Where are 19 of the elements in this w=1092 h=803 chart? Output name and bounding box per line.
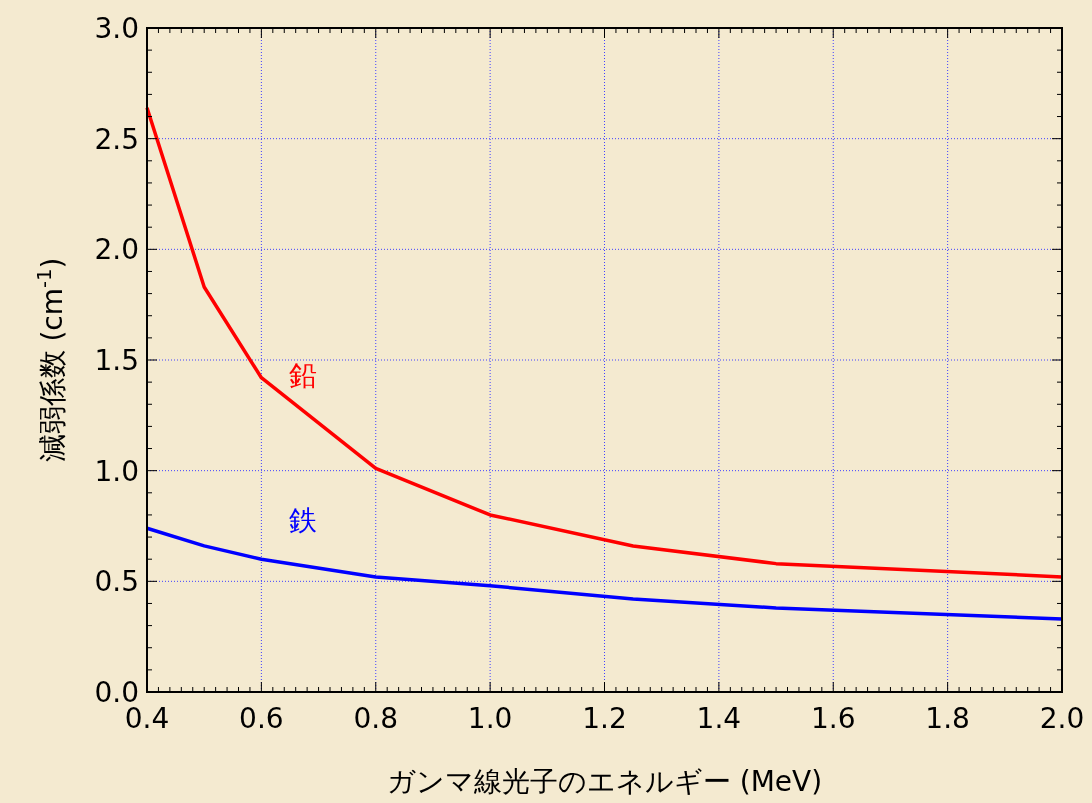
y-tick-label: 1.5	[94, 344, 139, 377]
series-label: 鉛	[288, 359, 317, 393]
x-tick-label: 1.6	[810, 702, 856, 735]
y-tick-label: 2.5	[94, 122, 139, 156]
y-tick-label: 1.0	[94, 454, 139, 488]
series-label: 鉄	[288, 504, 317, 538]
x-tick-label: 0.4	[124, 702, 170, 735]
x-axis-title: ガンマ線光子のエネルギー (MeV)	[386, 765, 823, 798]
x-tick-label: 1.8	[925, 702, 970, 735]
x-tick-label: 0.6	[239, 702, 284, 735]
x-tick-label: 1.4	[696, 702, 742, 735]
y-tick-label: 2.0	[94, 233, 139, 267]
x-tick-label: 1.2	[582, 702, 627, 735]
x-tick-label: 0.8	[353, 702, 399, 735]
line-series	[145, 105, 1064, 579]
y-tick-label: 0.5	[94, 565, 139, 599]
x-tick-label: 2.0	[1039, 702, 1085, 735]
y-tick-label: 3.0	[94, 12, 139, 45]
x-tick-label: 1.0	[467, 702, 513, 735]
